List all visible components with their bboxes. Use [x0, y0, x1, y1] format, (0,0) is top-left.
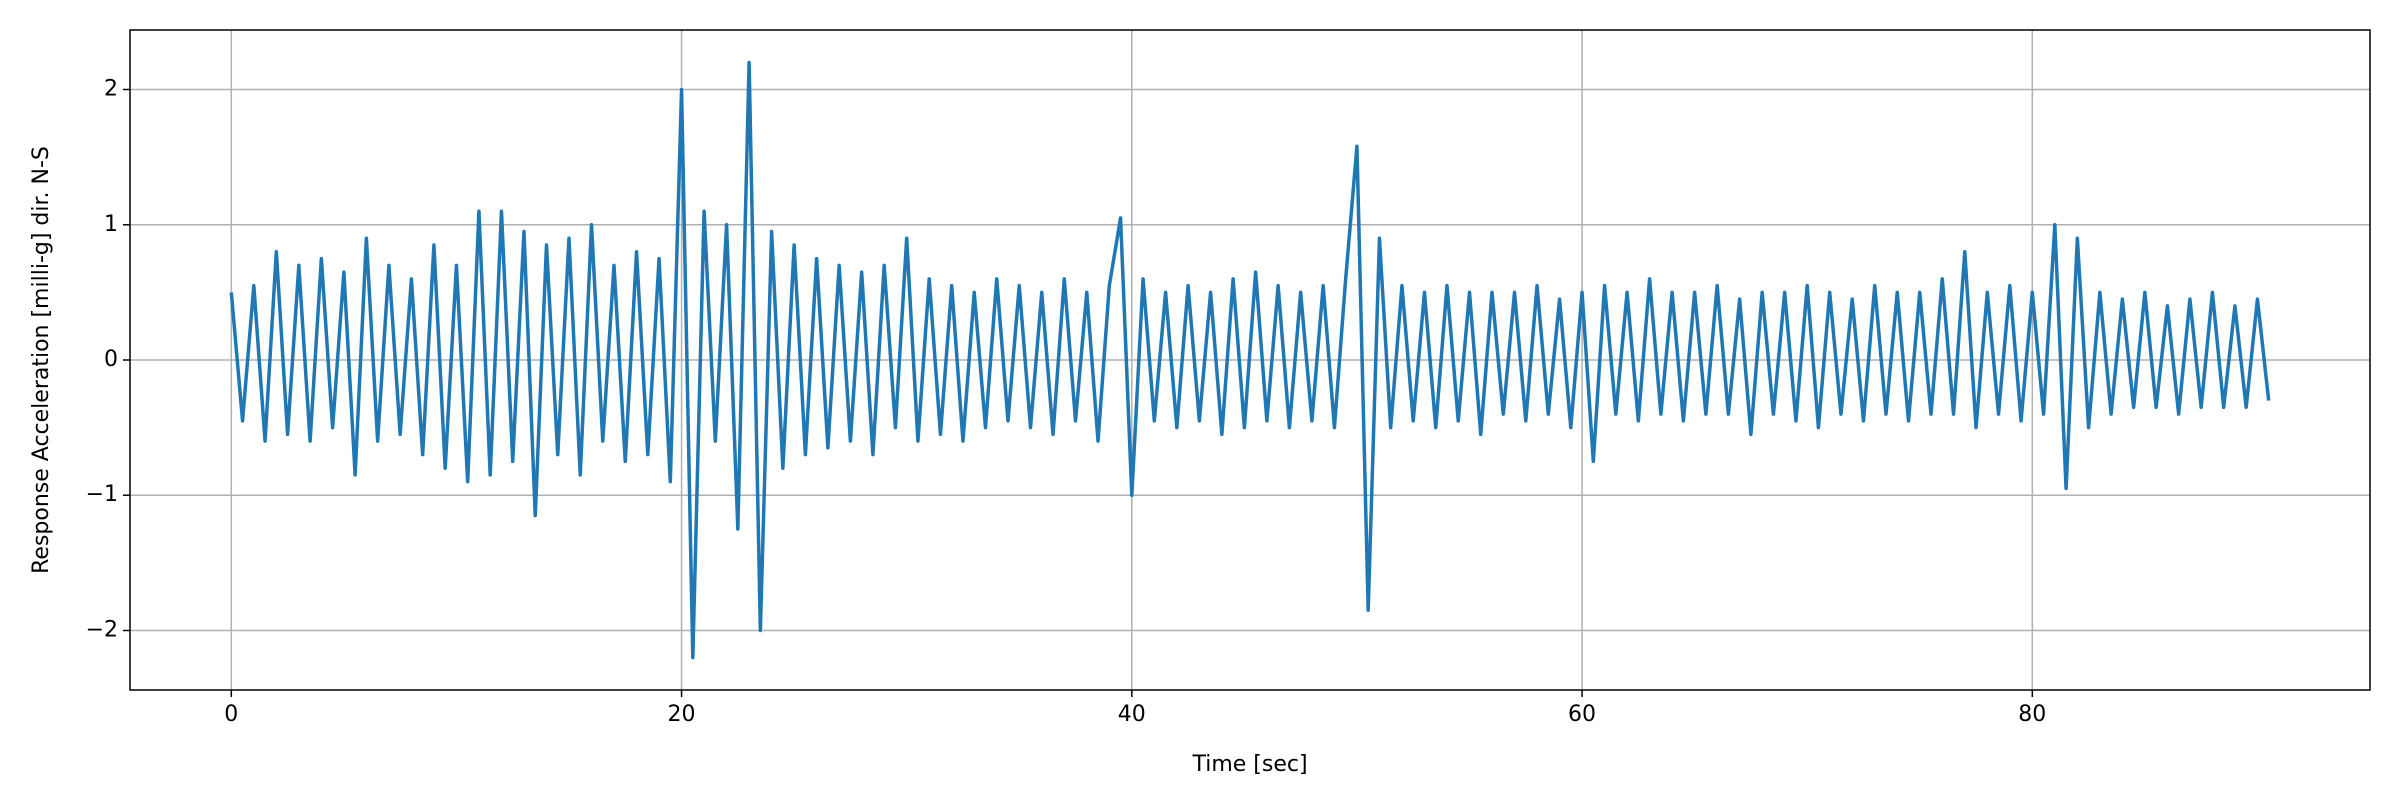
x-tick-label: 40 — [1118, 702, 1146, 727]
x-tick-label: 60 — [1568, 702, 1596, 727]
x-tick-label: 20 — [668, 702, 696, 727]
y-tick-label: 2 — [104, 77, 118, 102]
x-tick-label: 80 — [2018, 702, 2046, 727]
x-axis-label: Time [sec] — [1191, 752, 1307, 777]
x-tick-label: 0 — [224, 702, 238, 727]
y-tick-label: 0 — [104, 347, 118, 372]
plot-frame — [129, 29, 2371, 691]
y-tick-label: −1 — [86, 482, 118, 507]
signal-line — [229, 60, 2271, 660]
y-axis-label: Response Acceleration [milli-g] dir. N-S — [29, 146, 54, 574]
y-tick-label: 1 — [104, 212, 118, 237]
y-tick-label: −2 — [86, 617, 118, 642]
